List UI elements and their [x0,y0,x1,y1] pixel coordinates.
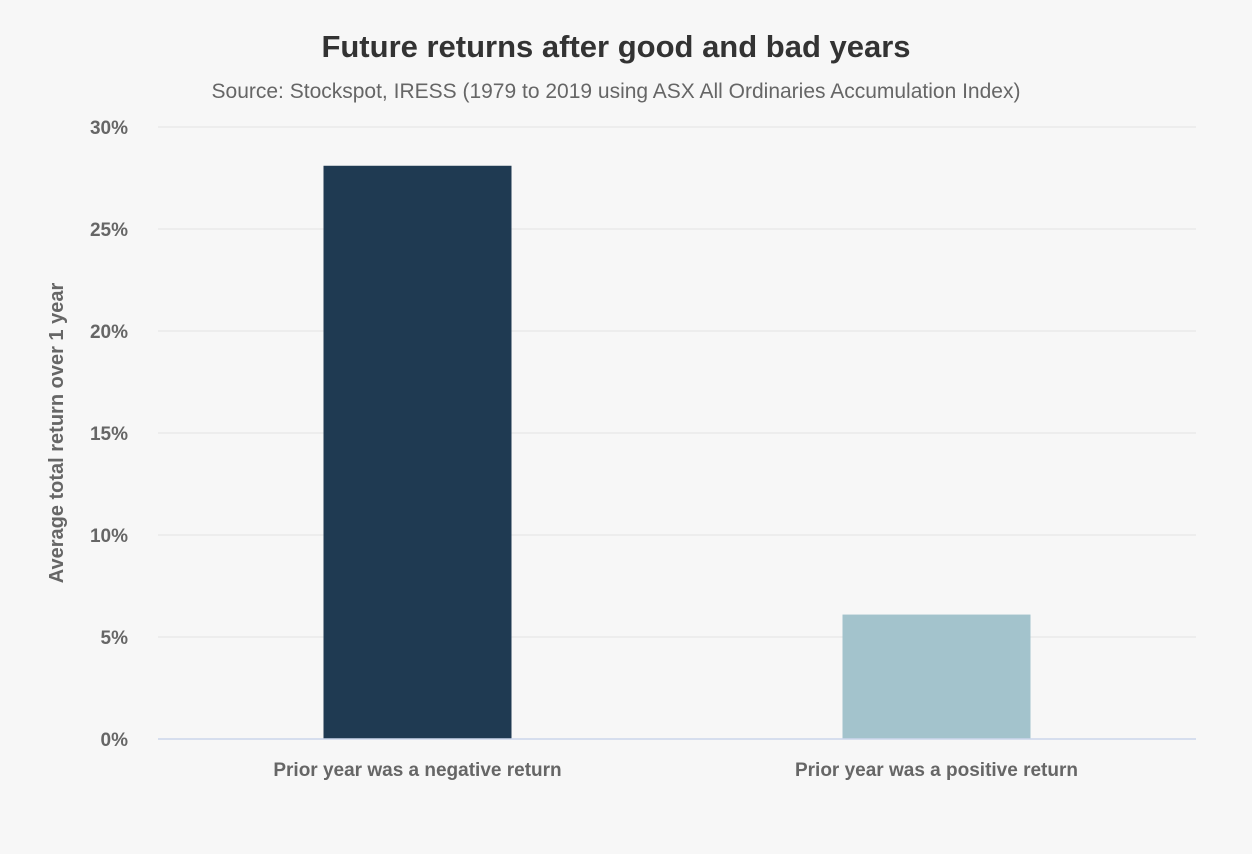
gridlines [158,126,1196,638]
y-tick-label: 20% [90,322,128,343]
chart-subtitle: Source: Stockspot, IRESS (1979 to 2019 u… [212,80,1021,103]
x-tick-label: Prior year was a negative return [273,760,561,781]
bars [323,165,1031,739]
y-axis-ticks: 0% 5% 10% 15% 20% 25% 30% [90,118,128,751]
chart-title: Future returns after good and bad years [321,29,910,64]
y-tick-label: 0% [101,730,129,751]
y-tick-label: 5% [101,628,129,649]
y-tick-label: 30% [90,118,128,139]
y-tick-label: 10% [90,526,128,547]
x-axis-ticks: Prior year was a negative return Prior ye… [273,760,1078,781]
y-axis-label: Average total return over 1 year [46,283,68,584]
x-tick-label: Prior year was a positive return [795,760,1078,781]
y-tick-label: 25% [90,220,128,241]
bar [323,165,512,739]
bar [842,614,1031,739]
y-tick-label: 15% [90,424,128,445]
